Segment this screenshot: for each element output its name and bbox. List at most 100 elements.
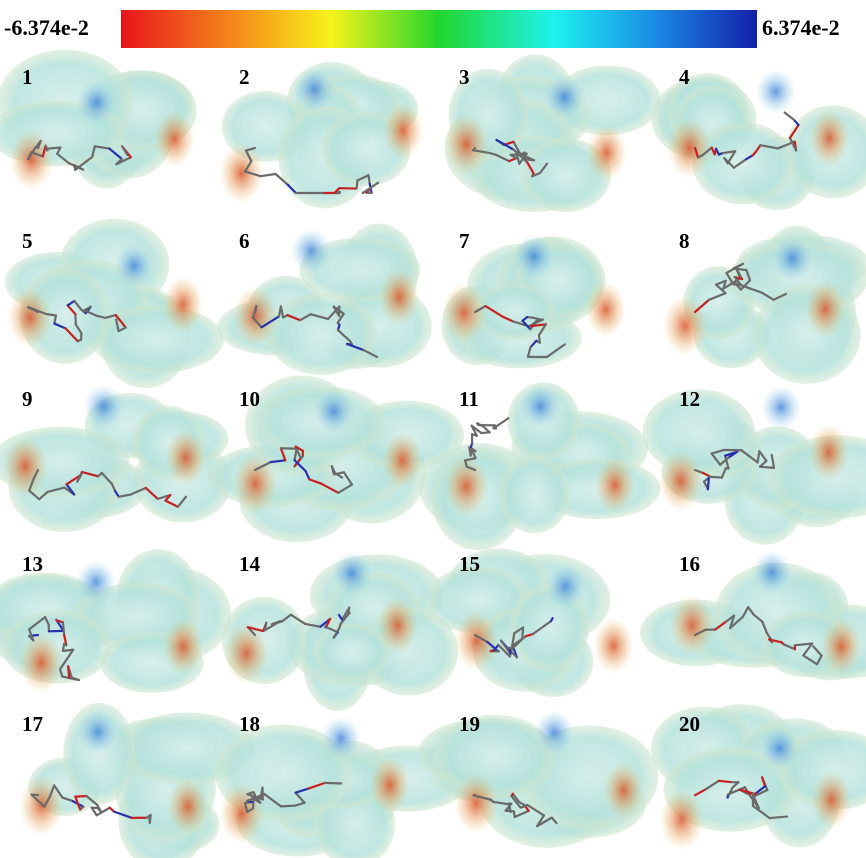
positive-region [752,550,792,594]
molecule-panel: 11 [419,382,661,550]
negative-region [587,125,627,181]
bond [551,618,553,621]
negative-region [19,633,63,693]
negative-region [805,281,845,337]
panel-label: 18 [239,712,260,736]
bond [63,622,64,635]
positive-region [291,229,331,273]
bond [719,781,732,782]
positive-region [773,237,813,281]
positive-region [78,710,118,754]
bond [526,159,534,160]
panel-label: 13 [22,552,43,576]
negative-region [586,282,626,338]
positive-region [114,244,154,288]
negative-region [809,110,849,166]
panel-label: 2 [239,65,250,89]
potential-surface [267,293,376,375]
colorbar [121,10,757,48]
molecule-panel: 14 [222,551,458,711]
panel-label: 7 [459,229,470,253]
negative-region [370,757,410,813]
molecule-panel: 5 [5,219,224,388]
negative-region [220,784,264,844]
bond [281,806,295,807]
negative-region [454,611,498,671]
panel-label: 20 [679,712,700,736]
positive-region [761,385,801,429]
colorbar-min-label: -6.374e-2 [4,15,89,40]
bond [325,783,341,784]
negative-region [155,111,195,167]
bond [766,467,774,468]
panel-label: 3 [459,65,470,89]
negative-region [809,424,849,480]
negative-region [19,776,63,836]
molecule-panel: 13 [0,549,231,693]
positive-region [534,710,574,754]
negative-region [163,619,203,675]
negative-region [660,790,704,850]
bond [494,418,509,428]
bond [506,811,514,812]
positive-region [514,235,554,279]
panel-label: 8 [679,229,690,253]
bond [46,314,56,316]
molecule-panel: 9 [0,384,232,532]
panel-label: 14 [239,552,261,576]
positive-region [84,384,124,428]
panel-label: 5 [22,229,33,253]
negative-region [378,597,418,653]
molecule-panel: 10 [208,375,464,542]
negative-region [595,457,635,513]
bond [356,180,357,188]
positive-region [545,565,585,609]
negative-region [163,276,203,332]
negative-region [9,130,53,190]
negative-region [659,451,703,511]
panel-label: 15 [459,552,480,576]
molecule-panel: 16 [640,550,866,680]
negative-region [224,623,268,683]
negative-region [454,773,498,833]
negative-region [383,103,423,159]
negative-region [812,772,852,828]
negative-region [382,432,422,488]
bond [75,796,86,797]
bond [785,113,794,120]
positive-region [332,551,372,595]
panel-label: 19 [459,712,480,736]
molecule-panel: 8 [663,226,866,384]
negative-region [594,618,634,674]
bond [149,818,150,823]
positive-region [545,75,585,119]
negative-region [667,118,711,178]
negative-region [379,269,419,325]
colorbar-max-label: 6.374e-2 [762,15,840,40]
positive-region [76,560,116,604]
figure: -6.374e-2 6.374e-2 123456789101112131415… [0,0,866,858]
bond [708,477,709,490]
panel-label: 12 [679,387,700,411]
panel-label: 4 [679,65,690,89]
negative-region [168,779,208,835]
negative-region [220,143,264,203]
bond [709,477,722,478]
negative-region [821,619,861,675]
panel-label: 16 [679,552,700,576]
molecule-panel: 2 [220,62,424,208]
negative-region [444,114,488,174]
panel-label: 11 [459,387,479,411]
potential-surface [475,283,555,340]
negative-region [3,436,47,496]
negative-region [166,430,206,486]
potential-surface [499,456,569,533]
molecule-panel: 7 [442,229,626,368]
panel-label: 17 [22,712,43,736]
molecule-panel: 1 [0,50,197,190]
negative-region [442,283,486,343]
negative-region [8,288,52,348]
molecule-panel: 4 [651,65,866,210]
positive-region [77,81,117,125]
panel-label: 9 [22,387,33,411]
